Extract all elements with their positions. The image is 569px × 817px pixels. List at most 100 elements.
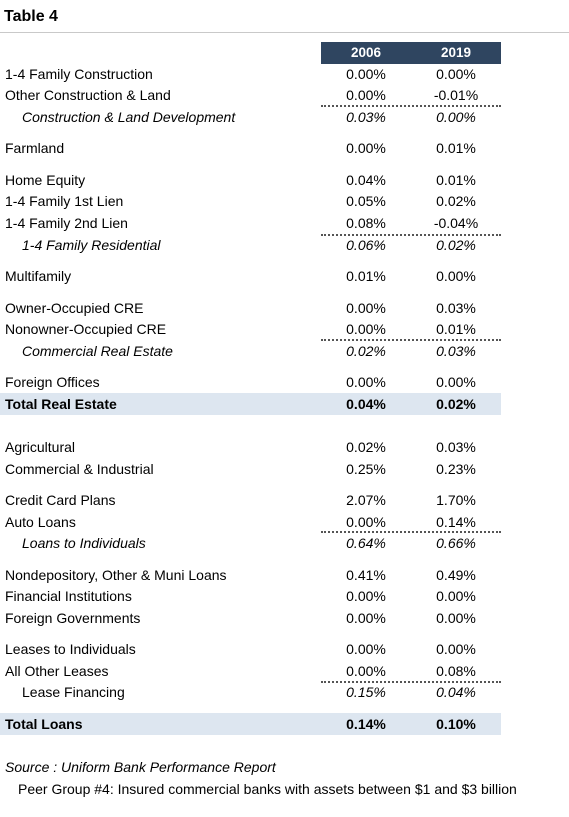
- value-2019: 0.01%: [436, 140, 476, 156]
- value-2006: 0.00%: [346, 514, 386, 530]
- row-label: Commercial & Industrial: [5, 461, 154, 477]
- row-label: Farmland: [5, 140, 65, 156]
- value-2019: 0.23%: [436, 461, 476, 477]
- row-label: 1-4 Family Construction: [5, 66, 153, 82]
- value-2019: 0.03%: [436, 439, 476, 455]
- value-2019: 1.70%: [436, 492, 476, 508]
- value-2006: 0.00%: [346, 610, 386, 626]
- value-2019: 0.02%: [436, 237, 476, 253]
- table-row: Multifamily 0.01% 0.00%: [0, 266, 569, 286]
- value-2019: 0.08%: [436, 663, 476, 679]
- value-2019: 0.49%: [436, 567, 476, 583]
- table-row: Nondepository, Other & Muni Loans 0.41% …: [0, 565, 569, 585]
- value-2019: 0.00%: [436, 109, 476, 125]
- subtotal-row: Lease Financing 0.15% 0.04%: [0, 682, 569, 702]
- title-divider: [0, 32, 569, 33]
- total-loans-band: [0, 713, 501, 735]
- table-row: 1-4 Family 1st Lien 0.05% 0.02%: [0, 191, 569, 211]
- value-2006: 0.04%: [346, 172, 386, 188]
- value-2019: -0.01%: [433, 87, 479, 103]
- row-label: Other Construction & Land: [5, 87, 171, 103]
- value-2019: 0.00%: [436, 641, 476, 657]
- value-2006: 0.02%: [346, 439, 386, 455]
- row-label: Foreign Governments: [5, 610, 141, 626]
- value-2006: 0.25%: [346, 461, 386, 477]
- value-2006: 0.00%: [346, 588, 386, 604]
- table-row: Owner-Occupied CRE 0.00% 0.03%: [0, 298, 569, 318]
- row-label: Nondepository, Other & Muni Loans: [5, 567, 227, 583]
- value-2019: 0.14%: [436, 514, 476, 530]
- value-2006: 0.41%: [346, 567, 386, 583]
- value-2019: 0.66%: [436, 535, 476, 551]
- table-row: Home Equity 0.04% 0.01%: [0, 170, 569, 190]
- value-2019: 0.01%: [436, 172, 476, 188]
- total-row: Total Loans 0.14% 0.10%: [0, 714, 569, 734]
- row-label: Financial Institutions: [5, 588, 132, 604]
- table-row: Leases to Individuals 0.00% 0.00%: [0, 639, 569, 659]
- value-2019: 0.02%: [436, 193, 476, 209]
- table-row: Foreign Governments 0.00% 0.00%: [0, 608, 569, 628]
- subtotal-separator: [321, 531, 501, 533]
- value-2006: 0.06%: [346, 237, 386, 253]
- row-label: 1-4 Family 1st Lien: [5, 193, 124, 209]
- column-header-bar: [321, 42, 501, 64]
- table-title: Table 4: [4, 8, 58, 25]
- value-2006: 0.64%: [346, 535, 386, 551]
- table-row: Agricultural 0.02% 0.03%: [0, 437, 569, 457]
- subtotal-row: Construction & Land Development 0.03% 0.…: [0, 107, 569, 127]
- row-label: Agricultural: [5, 439, 76, 455]
- row-label: Credit Card Plans: [5, 492, 116, 508]
- value-2006: 0.00%: [346, 140, 386, 156]
- value-2006: 0.08%: [346, 215, 386, 231]
- row-label: 1-4 Family Residential: [22, 237, 161, 253]
- subtotal-separator: [321, 234, 501, 236]
- table-row: Commercial & Industrial 0.25% 0.23%: [0, 459, 569, 479]
- row-label: Home Equity: [5, 172, 86, 188]
- value-2006: 0.00%: [346, 663, 386, 679]
- table-row: Financial Institutions 0.00% 0.00%: [0, 586, 569, 606]
- row-label: 1-4 Family 2nd Lien: [5, 215, 128, 231]
- subtotal-separator: [321, 105, 501, 107]
- row-label: Owner-Occupied CRE: [5, 300, 144, 316]
- value-2006: 0.00%: [346, 300, 386, 316]
- table-row: Credit Card Plans 2.07% 1.70%: [0, 490, 569, 510]
- row-label: All Other Leases: [5, 663, 109, 679]
- value-2006: 0.00%: [346, 374, 386, 390]
- value-2019: 0.03%: [436, 343, 476, 359]
- table-row: Farmland 0.00% 0.01%: [0, 138, 569, 158]
- subtotal-row: Commercial Real Estate 0.02% 0.03%: [0, 341, 569, 361]
- row-label: Lease Financing: [22, 684, 125, 700]
- table-row: Nonowner-Occupied CRE 0.00% 0.01%: [0, 319, 569, 339]
- value-2006: 2.07%: [346, 492, 386, 508]
- value-2019: 0.00%: [436, 374, 476, 390]
- row-label: Commercial Real Estate: [22, 343, 173, 359]
- row-label: Nonowner-Occupied CRE: [5, 321, 167, 337]
- total-row: Total Real Estate 0.04% 0.02%: [0, 394, 569, 414]
- row-label: Foreign Offices: [5, 374, 100, 390]
- column-header-2019: 2019: [440, 45, 472, 60]
- peer-group-note: Peer Group #4: Insured commercial banks …: [18, 781, 517, 797]
- value-2006: 0.05%: [346, 193, 386, 209]
- value-2006: 0.15%: [346, 684, 386, 700]
- row-label: Total Loans: [5, 716, 83, 732]
- value-2019: 0.00%: [436, 66, 476, 82]
- value-2019: 0.00%: [436, 610, 476, 626]
- value-2006: 0.00%: [346, 66, 386, 82]
- value-2019: 0.04%: [436, 684, 476, 700]
- value-2006: 0.01%: [346, 268, 386, 284]
- table-row: 1-4 Family 2nd Lien 0.08% -0.04%: [0, 213, 569, 233]
- value-2006: 0.04%: [346, 396, 386, 412]
- total-real-estate-band: [0, 393, 501, 415]
- row-label: Loans to Individuals: [22, 535, 146, 551]
- table-row: Other Construction & Land 0.00% -0.01%: [0, 85, 569, 105]
- table-row: All Other Leases 0.00% 0.08%: [0, 661, 569, 681]
- row-label: Leases to Individuals: [5, 641, 136, 657]
- row-label: Total Real Estate: [5, 396, 117, 412]
- value-2019: 0.10%: [436, 716, 476, 732]
- row-label: Multifamily: [5, 268, 72, 284]
- value-2006: 0.00%: [346, 641, 386, 657]
- subtotal-row: Loans to Individuals 0.64% 0.66%: [0, 533, 569, 553]
- table-row: 1-4 Family Construction 0.00% 0.00%: [0, 64, 569, 84]
- value-2006: 0.03%: [346, 109, 386, 125]
- value-2019: 0.02%: [436, 396, 476, 412]
